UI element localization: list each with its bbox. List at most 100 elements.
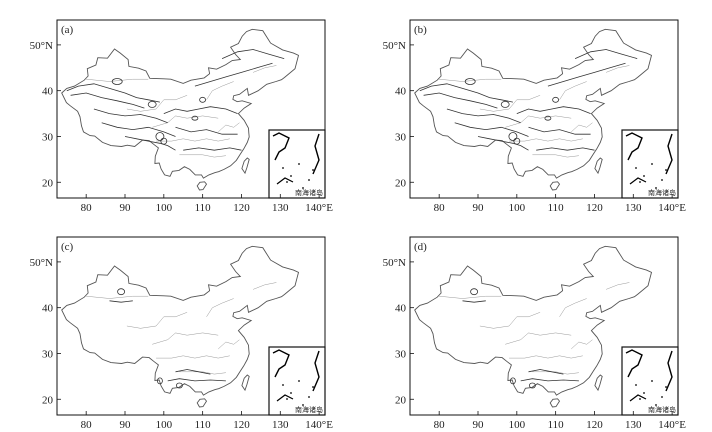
contour-loop (508, 132, 518, 141)
map-area (414, 245, 653, 408)
contour-line (194, 62, 273, 87)
x-tick-label: 110 (195, 202, 212, 214)
contour-line (520, 378, 579, 382)
contour-loop (175, 382, 183, 389)
province-boundary (86, 295, 149, 299)
inset-caption: 南海诸岛 (295, 405, 323, 414)
taiwan-outline (241, 157, 250, 175)
island-dot (286, 398, 288, 400)
contour-line (175, 126, 238, 135)
y-tick-label: 20 (42, 394, 54, 406)
panel-b: 南海诸岛 (b) 80 90 100 110 120 130 140°E 50°N 40 30 20 (383, 19, 686, 214)
island-dot (655, 404, 657, 406)
island-dot (655, 187, 657, 189)
panel-label: (d) (414, 241, 427, 253)
province-boundary (571, 122, 593, 133)
x-tick-label: 80 (81, 202, 93, 214)
contour-loop (552, 96, 559, 103)
island-dot (651, 163, 653, 165)
country-outline (414, 245, 653, 396)
province-boundary (152, 115, 219, 128)
country-outline (61, 28, 300, 179)
y-tick-label: 30 (395, 131, 407, 143)
contour-line (574, 49, 638, 59)
contour-line (462, 300, 486, 303)
province-boundary (559, 298, 587, 317)
hainan-outline (196, 398, 208, 408)
contour-loop (470, 288, 479, 296)
province-boundary (479, 312, 541, 329)
contour-line (175, 369, 211, 375)
x-tick-label: 100 (509, 202, 526, 214)
south-sea-inset: 南海诸岛 (268, 129, 326, 199)
x-tick-label: 120 (586, 419, 603, 431)
contour-line (477, 136, 529, 151)
contour-loop (529, 382, 536, 389)
x-tick-label: 100 (156, 419, 173, 431)
y-tick-label: 40 (395, 86, 407, 98)
province-boundary (218, 339, 240, 350)
inset-caption: 南海诸岛 (648, 405, 676, 414)
contour-line (446, 108, 521, 124)
province-boundary (505, 115, 572, 128)
taiwan-outline (594, 157, 603, 175)
contour-line (536, 147, 595, 151)
y-tick-label: 40 (395, 303, 407, 315)
contour-loop (513, 137, 521, 145)
hainan-outline (549, 181, 561, 191)
inset-coast (629, 177, 647, 185)
island-dot (302, 187, 304, 189)
province-boundary (479, 95, 541, 112)
island-dot (661, 396, 663, 398)
map-area (61, 245, 300, 408)
province-boundary (156, 138, 230, 142)
inset-coast (272, 132, 290, 161)
inset-caption: 南海诸岛 (648, 188, 676, 197)
contour-loop (510, 377, 516, 385)
inset-frame (621, 346, 679, 416)
taiwan-outline (594, 374, 603, 392)
island-dot (312, 386, 314, 388)
province-boundary (206, 81, 234, 100)
province-boundary (439, 295, 502, 299)
x-tick-label: 130 (272, 202, 289, 214)
x-tick-label: 110 (548, 202, 565, 214)
island-dot (639, 181, 641, 183)
province-boundary (156, 355, 230, 359)
inset-coast (629, 394, 647, 402)
map-area (61, 28, 300, 191)
inset-coast (276, 394, 294, 402)
south-sea-inset: 南海诸岛 (621, 129, 679, 199)
panel-label: (a) (61, 24, 74, 36)
inset-frame (268, 129, 326, 199)
province-boundary (126, 312, 188, 329)
x-tick-label: 90 (473, 419, 485, 431)
x-tick-label: 110 (195, 419, 212, 431)
province-boundary (571, 339, 593, 350)
country-outline (414, 28, 653, 179)
x-tick-label: 120 (586, 202, 603, 214)
island-dot (639, 398, 641, 400)
x-tick-label: 100 (509, 419, 526, 431)
x-tick-label: 90 (120, 202, 132, 214)
x-tick-label: 80 (81, 419, 93, 431)
y-tick-label: 20 (395, 394, 407, 406)
panel-label: (b) (414, 24, 427, 36)
contour-line (163, 106, 238, 114)
taiwan-outline (241, 374, 250, 392)
y-tick-label: 40 (42, 303, 54, 315)
inset-coast (272, 349, 290, 378)
island-dot (643, 175, 645, 177)
inset-coast (625, 349, 643, 378)
contour-line (419, 83, 513, 103)
south-sea-inset: 南海诸岛 (268, 346, 326, 416)
inset-coast (312, 133, 320, 175)
island-dot (651, 380, 653, 382)
contour-loop (156, 377, 163, 385)
province-boundary (253, 65, 277, 73)
province-boundary (559, 81, 587, 100)
province-boundary (86, 78, 149, 82)
contour-line (547, 62, 626, 87)
contour-loop (191, 115, 199, 121)
island-dot (665, 386, 667, 388)
